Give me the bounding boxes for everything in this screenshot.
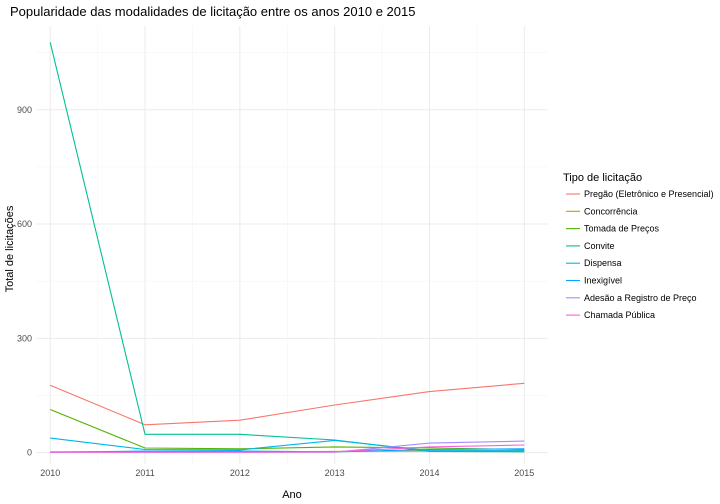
x-tick-label: 2014 — [419, 468, 439, 478]
y-tick-label: 0 — [27, 448, 32, 458]
y-tick-label: 600 — [17, 219, 32, 229]
legend-label: Inexigível — [584, 276, 622, 286]
legend-label: Chamada Pública — [584, 310, 655, 320]
legend-label: Pregão (Eletrônico e Presencial) — [584, 189, 714, 199]
legend-title: Tipo de licitação — [563, 172, 642, 184]
x-tick-label: 2011 — [135, 468, 154, 478]
x-tick-label: 2010 — [40, 468, 60, 478]
legend-label: Concorrência — [584, 206, 638, 216]
legend-label: Tomada de Preços — [584, 224, 660, 234]
x-tick-label: 2015 — [514, 468, 534, 478]
series-line — [49, 382, 525, 426]
legend-label: Convite — [584, 241, 615, 251]
y-tick-label: 900 — [17, 105, 32, 115]
series-lines — [49, 42, 525, 453]
legend-label: Dispensa — [584, 258, 622, 268]
chart-title: Popularidade das modalidades de licitaçã… — [10, 4, 415, 19]
x-axis-title: Ano — [282, 489, 302, 501]
y-tick-label: 300 — [17, 333, 32, 343]
series-line — [49, 42, 525, 453]
series-line — [49, 408, 525, 451]
y-axis-ticks: 0 300 600 900 — [17, 105, 32, 458]
grid — [36, 26, 548, 464]
x-tick-label: 2013 — [325, 468, 345, 478]
y-axis-title: Total de licitações — [4, 205, 16, 292]
legend: Tipo de licitação Pregão (Eletrônico e P… — [563, 172, 714, 320]
x-axis-ticks: 2010 2011 2012 2013 2014 2015 — [40, 468, 534, 478]
x-tick-label: 2012 — [230, 468, 250, 478]
legend-label: Adesão a Registro de Preço — [584, 293, 697, 303]
series-line — [50, 437, 525, 452]
series-line — [50, 444, 525, 453]
